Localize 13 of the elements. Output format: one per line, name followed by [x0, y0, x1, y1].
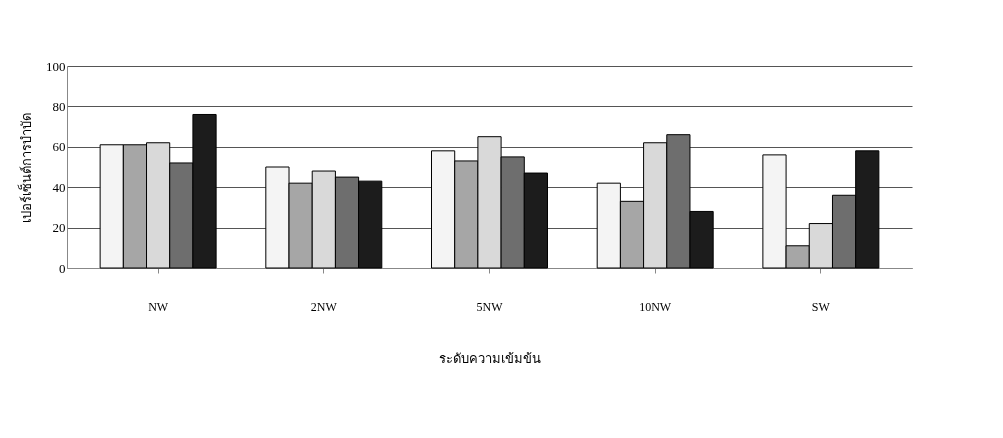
x-tick-label: NW: [148, 299, 169, 314]
x-axis-title: ระดับความเข้มข้น: [439, 350, 541, 366]
y-tick-label: 100: [46, 58, 66, 74]
x-tick-label: 5NW: [476, 299, 504, 314]
y-tick-label: 40: [52, 179, 66, 195]
y-tick-label: 20: [52, 220, 66, 236]
y-tick-label: 80: [52, 98, 66, 114]
x-tick-label: 2NW: [310, 299, 338, 314]
x-tick-label: SW: [811, 299, 831, 314]
y-axis-title: เปอร์เซ็นต์การบำบัด: [17, 112, 34, 223]
x-tick-label: 10NW: [639, 299, 672, 314]
y-tick-label: 0: [59, 260, 66, 276]
y-tick-label: 60: [52, 139, 66, 155]
